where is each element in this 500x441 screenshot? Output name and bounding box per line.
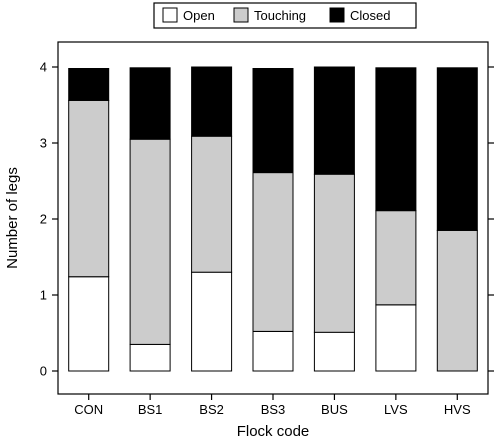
- x-axis-title: Flock code: [237, 423, 310, 440]
- bar-bs3-closed: [252, 68, 294, 174]
- bar-bus-open: [313, 331, 355, 372]
- bar-bs3-open: [252, 331, 294, 372]
- x-tick-label-hvs: HVS: [444, 402, 471, 417]
- legend-box: [153, 2, 417, 29]
- y-tick-label: 3: [40, 136, 47, 151]
- y-tick-label: 2: [40, 212, 47, 227]
- y-tick-label: 1: [40, 288, 47, 303]
- legend-swatch-closed: [329, 7, 345, 23]
- bar-lvs-open: [375, 304, 417, 372]
- bar-bs1-open: [129, 343, 171, 372]
- x-tick-label-con: CON: [74, 402, 103, 417]
- bar-con-touching: [68, 99, 110, 278]
- bar-bs1-touching: [129, 138, 171, 345]
- y-tick-label: 4: [40, 60, 47, 75]
- y-axis-title: Number of legs: [4, 167, 21, 269]
- bar-con-open: [68, 276, 110, 372]
- legend-label-touching: Touching: [254, 8, 306, 23]
- legend-label-open: Open: [183, 8, 215, 23]
- legend: Open Touching Closed: [153, 2, 417, 29]
- bar-bs1-closed: [129, 67, 171, 140]
- x-tick-label-bs1: BS1: [138, 402, 163, 417]
- bar-con-closed: [68, 68, 110, 101]
- bar-bus-closed: [313, 66, 355, 175]
- x-axis: CON BS1 BS2 BS3 BUS LVS HVS: [74, 394, 471, 417]
- bars-group: [68, 66, 478, 372]
- y-axis: 0 1 2 3 4: [40, 60, 494, 379]
- bar-hvs-closed: [436, 67, 478, 231]
- x-tick-label-bus: BUS: [321, 402, 348, 417]
- legend-swatch-touching: [233, 7, 249, 23]
- x-tick-label-lvs: LVS: [384, 402, 408, 417]
- bar-bs2-touching: [191, 135, 233, 273]
- x-tick-label-bs2: BS2: [199, 402, 224, 417]
- bar-hvs-touching: [436, 229, 478, 372]
- y-tick-label: 0: [40, 364, 47, 379]
- bar-bs3-touching: [252, 172, 294, 332]
- legend-swatch-open: [162, 7, 178, 23]
- bar-bs2-open: [191, 271, 233, 372]
- bar-lvs-closed: [375, 67, 417, 212]
- bar-lvs-touching: [375, 210, 417, 306]
- x-tick-label-bs3: BS3: [261, 402, 286, 417]
- bar-bs2-closed: [191, 66, 233, 137]
- bar-bus-touching: [313, 173, 355, 333]
- legend-label-closed: Closed: [350, 8, 390, 23]
